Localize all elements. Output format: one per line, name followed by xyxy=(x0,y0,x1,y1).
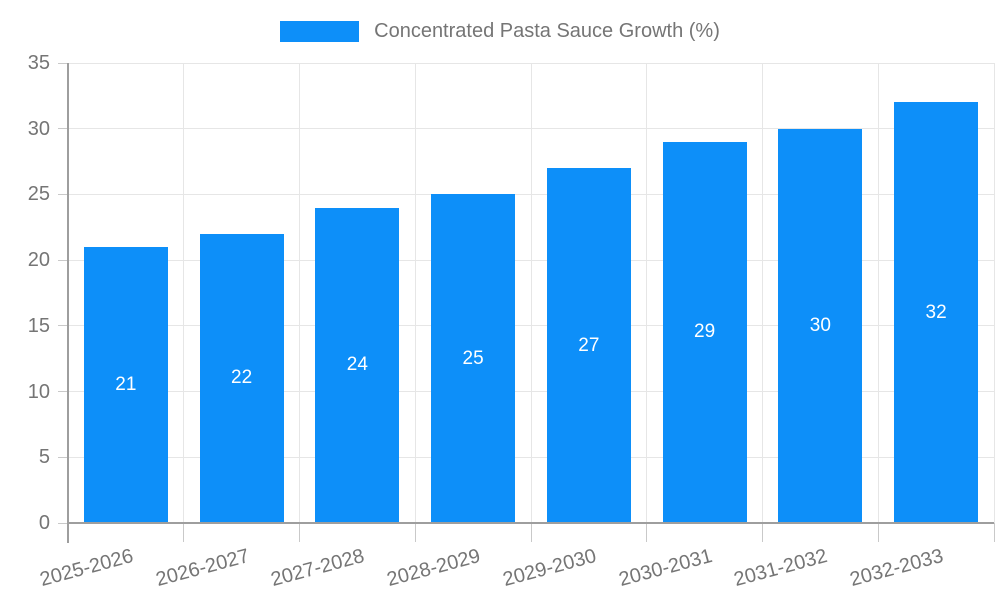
y-tick-label: 0 xyxy=(38,512,50,534)
v-gridline xyxy=(646,63,648,523)
x-tick-mark xyxy=(299,523,300,542)
legend[interactable]: Concentrated Pasta Sauce Growth (%) xyxy=(0,20,1000,43)
y-tick-mark xyxy=(58,325,68,327)
y-tick-label: 5 xyxy=(38,446,50,469)
x-axis-line xyxy=(68,522,994,524)
v-gridline xyxy=(530,63,532,523)
bar xyxy=(83,247,168,522)
x-tick-mark xyxy=(530,523,532,542)
y-tick-label: 30 xyxy=(27,117,50,140)
y-tick-mark xyxy=(58,128,68,130)
bar-value-label: 21 xyxy=(115,374,137,395)
bar-value-label: 25 xyxy=(462,347,484,369)
y-tick-label: 20 xyxy=(27,249,50,272)
y-tick-mark xyxy=(58,62,68,64)
legend-swatch[interactable] xyxy=(280,21,360,42)
x-tick-label: 2026-2027 xyxy=(153,545,252,592)
x-tick-label: 2029-2030 xyxy=(500,545,599,592)
x-tick-mark xyxy=(646,523,648,542)
y-axis-line xyxy=(67,63,69,543)
x-tick-mark xyxy=(414,523,416,542)
v-gridline xyxy=(183,63,185,523)
v-gridline xyxy=(993,63,995,523)
y-tick-label: 25 xyxy=(27,183,50,206)
x-tick-label: 2030-2031 xyxy=(616,545,715,592)
x-tick-label: 2032-2033 xyxy=(847,545,946,592)
bar-value-label: 22 xyxy=(231,367,253,389)
y-tick-label: 15 xyxy=(27,314,50,337)
x-tick-mark xyxy=(993,523,995,542)
bar xyxy=(199,233,284,522)
y-tick-mark xyxy=(58,259,68,261)
bar xyxy=(315,207,400,522)
bar xyxy=(778,128,863,522)
x-tick-label: 2031-2032 xyxy=(731,545,831,592)
y-tick-label: 10 xyxy=(27,380,50,403)
bar xyxy=(546,168,631,522)
x-tick-mark xyxy=(877,523,879,542)
v-gridline xyxy=(414,63,416,523)
bar-value-label: 29 xyxy=(694,321,716,343)
bar-value-label: 30 xyxy=(809,314,831,336)
v-gridline xyxy=(299,63,300,523)
y-tick-mark xyxy=(58,391,68,393)
legend-label[interactable]: Concentrated Pasta Sauce Growth (%) xyxy=(374,20,720,42)
v-gridline xyxy=(877,63,879,523)
bar xyxy=(662,141,747,522)
y-tick-mark xyxy=(58,456,68,458)
bar-value-label: 27 xyxy=(578,334,600,356)
x-tick-label: 2027-2028 xyxy=(268,545,368,592)
x-tick-label: 2028-2029 xyxy=(384,545,483,592)
bar xyxy=(894,102,979,522)
x-tick-mark xyxy=(762,523,763,542)
y-tick-mark xyxy=(58,522,68,524)
bar-value-label: 24 xyxy=(346,354,368,376)
bar-value-label: 32 xyxy=(925,301,947,323)
y-tick-label: 35 xyxy=(27,52,50,74)
v-gridline xyxy=(762,63,763,523)
y-tick-mark xyxy=(58,193,68,195)
x-tick-mark xyxy=(183,523,185,542)
x-tick-label: 2025-2026 xyxy=(37,545,136,592)
bar xyxy=(431,194,516,522)
